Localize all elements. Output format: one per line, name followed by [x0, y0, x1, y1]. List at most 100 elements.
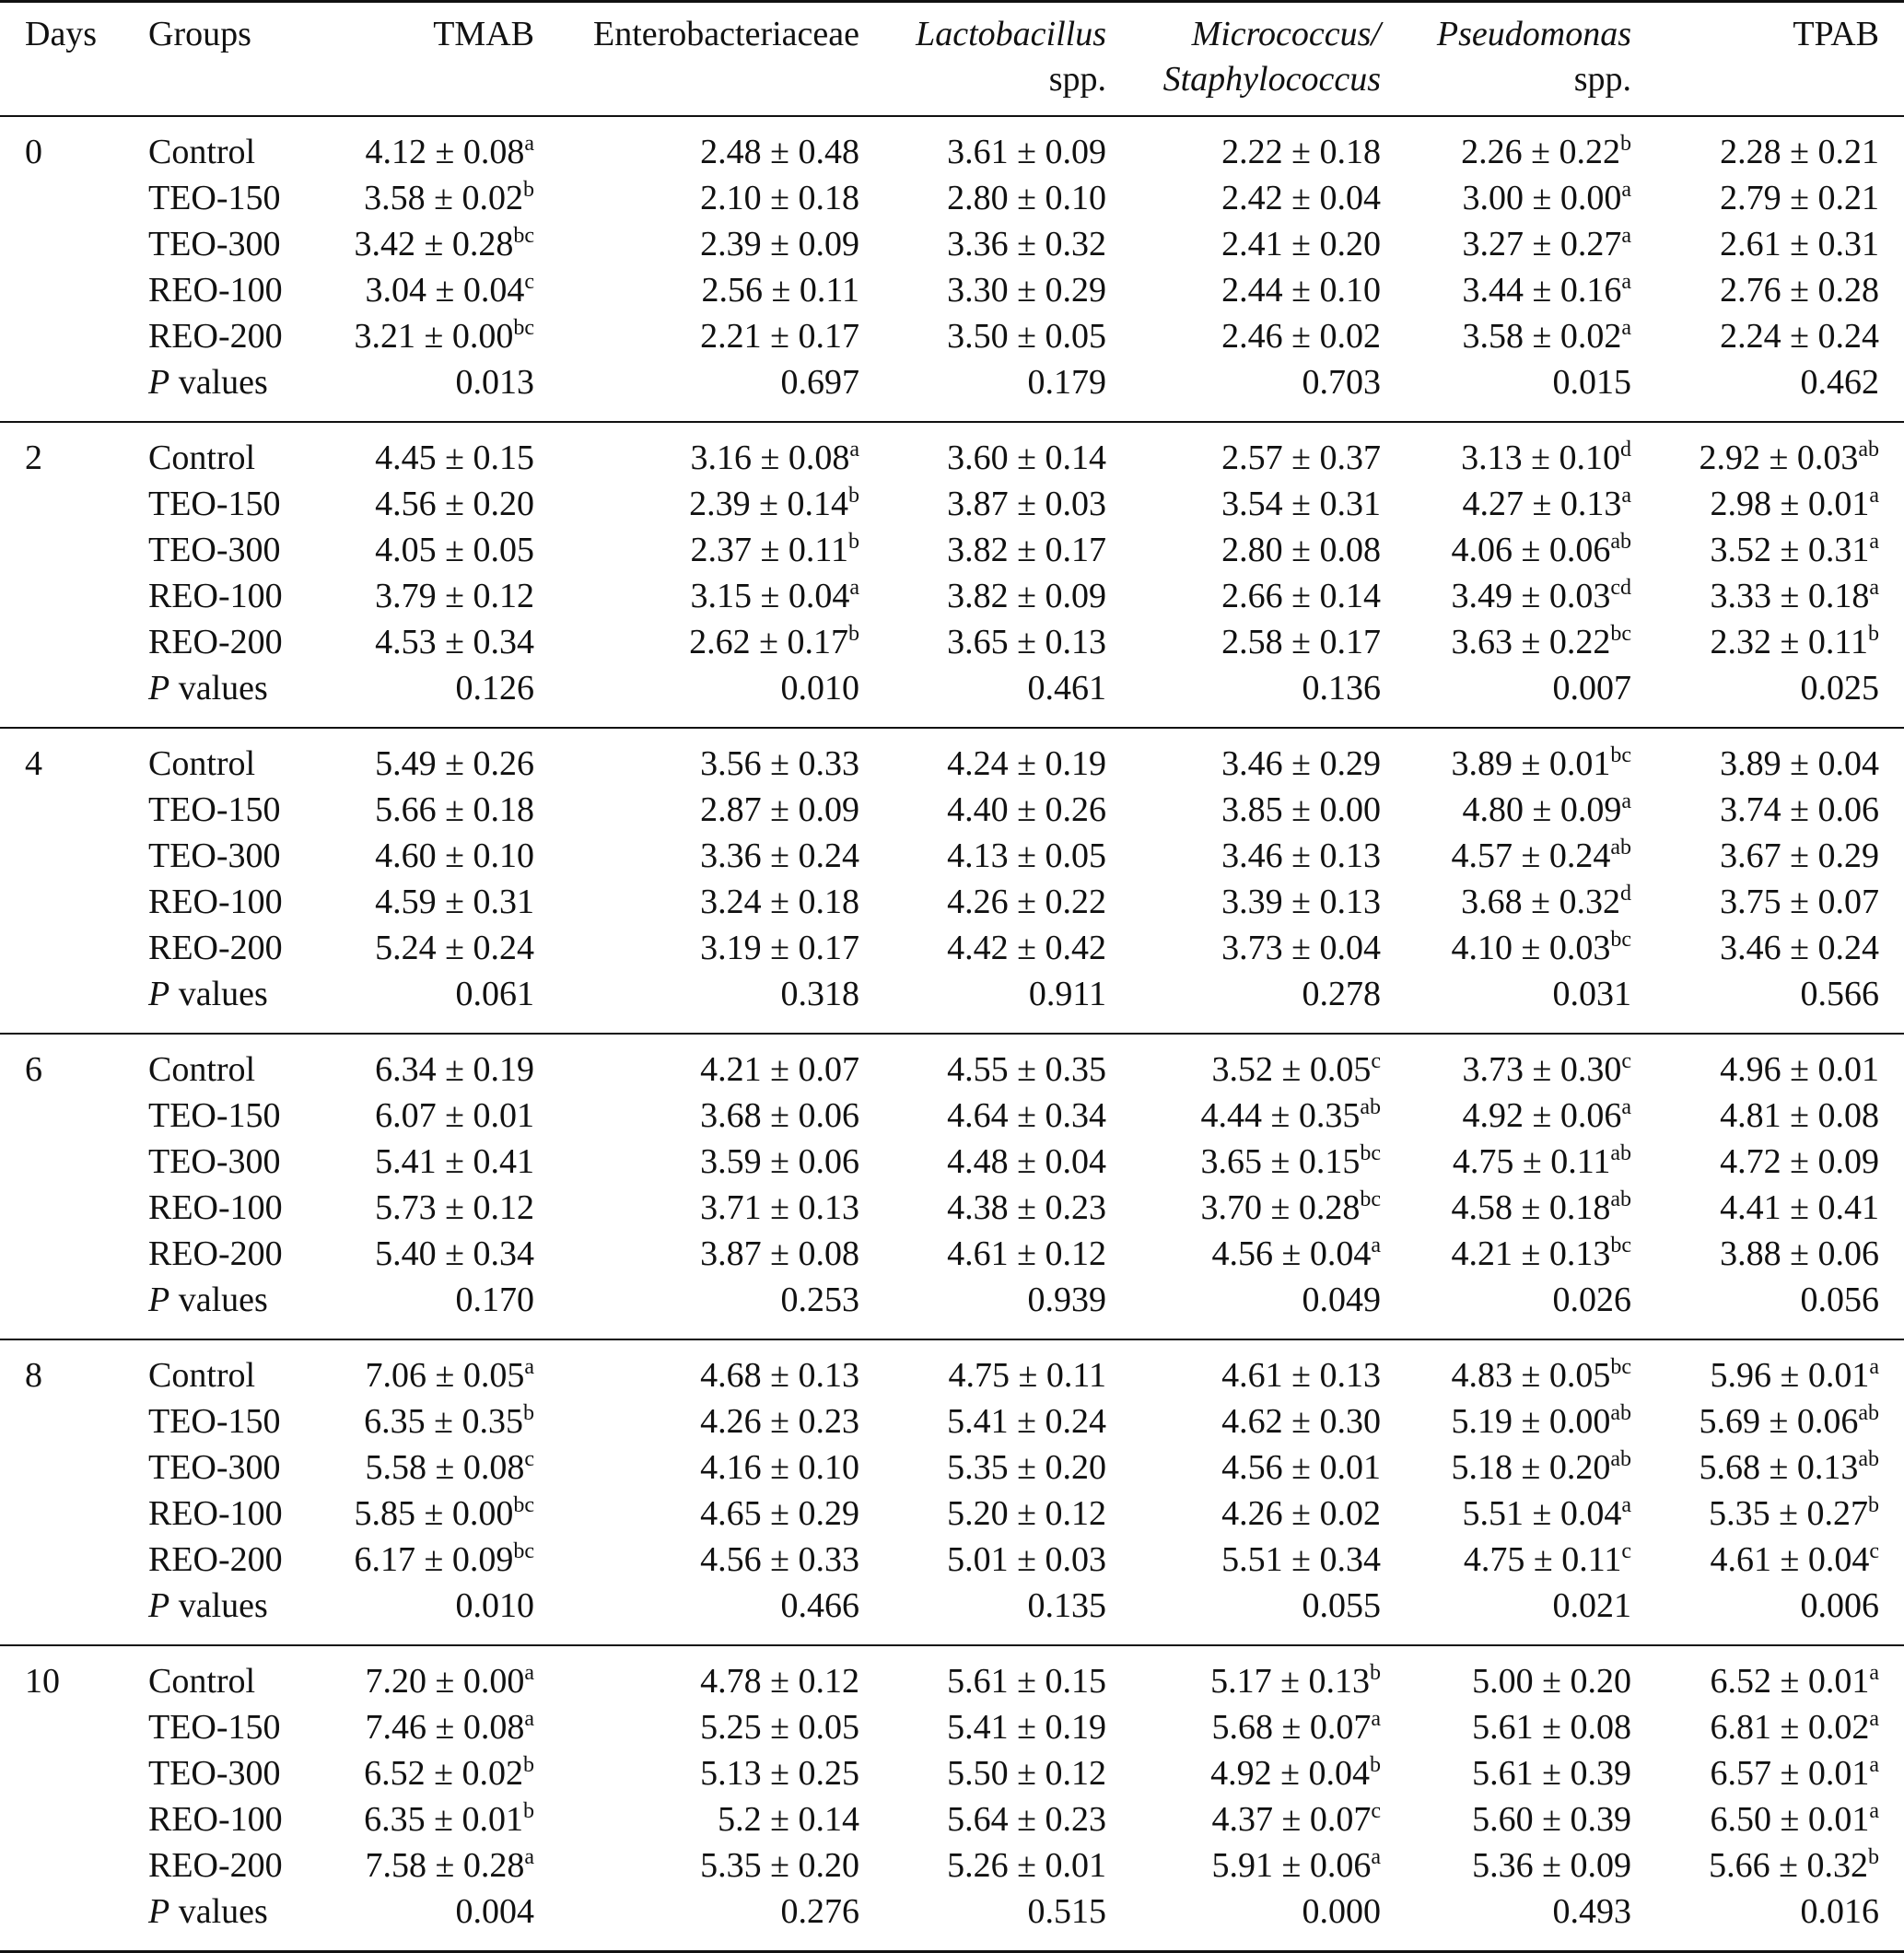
- table-row: TEO-150 7.46 ± 0.08a 5.25 ± 0.05 5.41 ± 0.1…: [0, 1704, 1904, 1750]
- significance-letter: ab: [1610, 1187, 1631, 1211]
- value-cell: 3.58 ± 0.02b: [346, 175, 534, 221]
- mean-sd: 5.64 ± 0.23: [947, 1799, 1106, 1839]
- mean-sd: 4.64 ± 0.34: [947, 1095, 1106, 1135]
- value-cell: 4.45 ± 0.15: [346, 422, 534, 481]
- mean-sd: 3.39 ± 0.13: [1221, 882, 1381, 921]
- value-cell: 4.26 ± 0.02: [1106, 1491, 1381, 1537]
- significance-letter: b: [523, 1752, 534, 1777]
- p-values-row: P values 0.004 0.276 0.515 0.000 0.493 0.016: [0, 1889, 1904, 1952]
- value-cell: 2.10 ± 0.18: [534, 175, 859, 221]
- mean-sd: 3.24 ± 0.18: [700, 882, 859, 921]
- p-value-cell: 0.466: [780, 1585, 860, 1625]
- value-cell: 2.48 ± 0.48: [534, 116, 859, 175]
- mean-sd: 3.65 ± 0.15: [1200, 1141, 1361, 1181]
- value-cell: 3.58 ± 0.02a: [1381, 313, 1631, 359]
- value-cell: 2.80 ± 0.08: [1106, 527, 1381, 573]
- mean-sd: 5.85 ± 0.00: [354, 1493, 514, 1533]
- significance-letter: ab: [1610, 1140, 1631, 1165]
- mean-sd: 5.18 ± 0.20: [1451, 1447, 1611, 1487]
- p-value-cell: 0.278: [1302, 974, 1382, 1013]
- significance-letter: bc: [513, 1492, 534, 1517]
- p-value-cell: 0.170: [455, 1280, 535, 1319]
- value-cell: 4.21 ± 0.13bc: [1381, 1231, 1631, 1277]
- mean-sd: 2.56 ± 0.11: [701, 270, 859, 310]
- mean-sd: 2.58 ± 0.17: [1221, 622, 1381, 661]
- significance-letter: c: [1371, 1798, 1381, 1823]
- mean-sd: 6.07 ± 0.01: [375, 1095, 534, 1135]
- value-cell: 3.89 ± 0.01bc: [1381, 728, 1631, 787]
- mean-sd: 3.79 ± 0.12: [375, 576, 534, 615]
- value-cell: 4.27 ± 0.13a: [1381, 481, 1631, 527]
- value-cell: 3.54 ± 0.31: [1106, 481, 1381, 527]
- header-lactobacillus: Lactobacillus spp.: [859, 2, 1106, 116]
- mean-sd: 4.48 ± 0.04: [947, 1141, 1106, 1181]
- mean-sd: 5.41 ± 0.24: [947, 1401, 1106, 1441]
- group-cell: TEO-150: [148, 1401, 281, 1441]
- significance-letter: b: [1868, 1844, 1879, 1869]
- day-cell: [0, 1398, 148, 1444]
- mean-sd: 3.59 ± 0.06: [700, 1141, 859, 1181]
- table-row: REO-100 5.73 ± 0.12 3.71 ± 0.13 4.38 ± 0.23…: [0, 1185, 1904, 1231]
- mean-sd: 2.62 ± 0.17: [689, 622, 848, 661]
- table-row: 0 Control 4.12 ± 0.08a 2.48 ± 0.48 3.61 ± 0.…: [0, 116, 1904, 175]
- group-cell: TEO-150: [148, 178, 281, 217]
- group-cell: TEO-300: [148, 530, 281, 569]
- mean-sd: 3.82 ± 0.17: [947, 530, 1106, 569]
- significance-letter: b: [848, 621, 859, 646]
- value-cell: 5.69 ± 0.06ab: [1631, 1398, 1904, 1444]
- value-cell: 6.17 ± 0.09bc: [346, 1537, 534, 1583]
- value-cell: 4.26 ± 0.22: [859, 879, 1106, 925]
- day-cell: [0, 313, 148, 359]
- p-values-row: P values 0.010 0.466 0.135 0.055 0.021 0.006: [0, 1583, 1904, 1645]
- value-cell: 5.61 ± 0.15: [859, 1645, 1106, 1704]
- mean-sd: 3.30 ± 0.29: [947, 270, 1106, 310]
- value-cell: 4.05 ± 0.05: [346, 527, 534, 573]
- value-cell: 3.50 ± 0.05: [859, 313, 1106, 359]
- mean-sd: 3.87 ± 0.03: [947, 484, 1106, 523]
- mean-sd: 4.27 ± 0.13: [1462, 484, 1622, 523]
- day-cell: [0, 1491, 148, 1537]
- significance-letter: b: [1620, 131, 1631, 156]
- mean-sd: 5.2 ± 0.14: [718, 1799, 859, 1839]
- mean-sd: 2.48 ± 0.48: [700, 132, 859, 171]
- value-cell: 5.17 ± 0.13b: [1106, 1645, 1381, 1704]
- mean-sd: 5.60 ± 0.39: [1472, 1799, 1631, 1839]
- value-cell: 5.24 ± 0.24: [346, 925, 534, 971]
- day-cell: [0, 1889, 148, 1952]
- day-cell: [0, 925, 148, 971]
- significance-letter: c: [1869, 1538, 1879, 1563]
- mean-sd: 4.05 ± 0.05: [375, 530, 534, 569]
- mean-sd: 2.26 ± 0.22: [1461, 132, 1620, 171]
- mean-sd: 2.80 ± 0.08: [1221, 530, 1381, 569]
- table-row: TEO-300 6.52 ± 0.02b 5.13 ± 0.25 5.50 ± 0.1…: [0, 1750, 1904, 1796]
- value-cell: 3.16 ± 0.08a: [534, 422, 859, 481]
- value-cell: 4.48 ± 0.04: [859, 1139, 1106, 1185]
- p-value-cell: 0.461: [1027, 668, 1107, 708]
- day-cell: [0, 833, 148, 879]
- day-block-4: 4 Control 5.49 ± 0.26 3.56 ± 0.33 4.24 ± 0.1…: [0, 728, 1904, 1034]
- p-value-cell: 0.031: [1552, 974, 1632, 1013]
- mean-sd: 5.35 ± 0.20: [700, 1845, 859, 1885]
- value-cell: 3.56 ± 0.33: [534, 728, 859, 787]
- p-symbol: P: [148, 1585, 170, 1625]
- significance-letter: ab: [1610, 1446, 1631, 1471]
- mean-sd: 4.72 ± 0.09: [1720, 1141, 1879, 1181]
- value-cell: 3.33 ± 0.18a: [1631, 573, 1904, 619]
- significance-letter: a: [1371, 1844, 1381, 1869]
- value-cell: 5.26 ± 0.01: [859, 1842, 1106, 1889]
- significance-letter: c: [1621, 1048, 1631, 1073]
- p-label-text: values: [169, 362, 268, 402]
- mean-sd: 6.17 ± 0.09: [354, 1539, 514, 1579]
- day-cell: [0, 879, 148, 925]
- significance-letter: ab: [1858, 1446, 1879, 1471]
- mean-sd: 2.41 ± 0.20: [1221, 224, 1381, 263]
- mean-sd: 3.89 ± 0.01: [1451, 743, 1611, 783]
- significance-letter: bc: [1610, 743, 1631, 767]
- value-cell: 3.82 ± 0.17: [859, 527, 1106, 573]
- table-row: TEO-150 3.58 ± 0.02b 2.10 ± 0.18 2.80 ± 0.1…: [0, 175, 1904, 221]
- p-value-cell: 0.026: [1552, 1280, 1632, 1319]
- mean-sd: 4.26 ± 0.02: [1221, 1493, 1381, 1533]
- group-cell: REO-100: [148, 1187, 283, 1227]
- mean-sd: 3.15 ± 0.04: [690, 576, 850, 615]
- significance-letter: bc: [513, 223, 534, 248]
